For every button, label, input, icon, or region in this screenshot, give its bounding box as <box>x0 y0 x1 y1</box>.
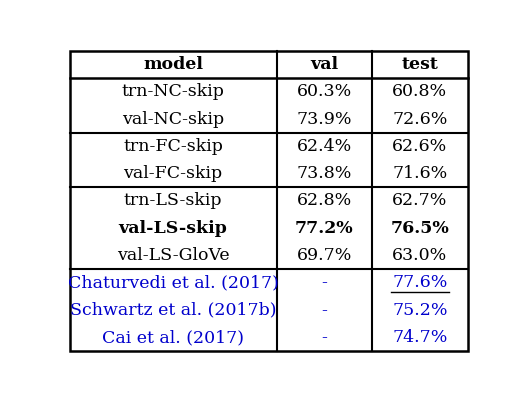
Text: trn-NC-skip: trn-NC-skip <box>122 83 224 100</box>
Text: Schwartz et al. (2017b): Schwartz et al. (2017b) <box>70 302 276 319</box>
Text: 62.6%: 62.6% <box>392 138 447 155</box>
Text: 60.3%: 60.3% <box>297 83 352 100</box>
Text: val-FC-skip: val-FC-skip <box>124 165 223 182</box>
Text: trn-FC-skip: trn-FC-skip <box>123 138 223 155</box>
Text: model: model <box>143 56 203 73</box>
Text: Cai et al. (2017): Cai et al. (2017) <box>102 329 244 346</box>
Text: 63.0%: 63.0% <box>392 247 447 264</box>
Text: -: - <box>321 302 327 319</box>
Text: -: - <box>321 329 327 346</box>
Text: trn-LS-skip: trn-LS-skip <box>124 193 222 209</box>
Text: 62.8%: 62.8% <box>297 193 352 209</box>
Text: 62.4%: 62.4% <box>297 138 352 155</box>
Text: 75.2%: 75.2% <box>392 302 447 319</box>
Text: 62.7%: 62.7% <box>392 193 447 209</box>
Text: 73.8%: 73.8% <box>297 165 352 182</box>
Text: 77.6%: 77.6% <box>392 274 447 291</box>
Text: Chaturvedi et al. (2017): Chaturvedi et al. (2017) <box>68 274 278 291</box>
Text: 71.6%: 71.6% <box>392 165 447 182</box>
Text: 76.5%: 76.5% <box>390 220 449 237</box>
Text: val: val <box>310 56 339 73</box>
Text: -: - <box>321 274 327 291</box>
Text: 60.8%: 60.8% <box>392 83 447 100</box>
Text: 74.7%: 74.7% <box>392 329 447 346</box>
Text: 77.2%: 77.2% <box>295 220 354 237</box>
Text: val-LS-skip: val-LS-skip <box>118 220 227 237</box>
Text: 73.9%: 73.9% <box>297 111 352 128</box>
Text: 69.7%: 69.7% <box>297 247 352 264</box>
Text: val-NC-skip: val-NC-skip <box>122 111 224 128</box>
Text: 72.6%: 72.6% <box>392 111 447 128</box>
Text: test: test <box>401 56 438 73</box>
Text: val-LS-GloVe: val-LS-GloVe <box>117 247 230 264</box>
